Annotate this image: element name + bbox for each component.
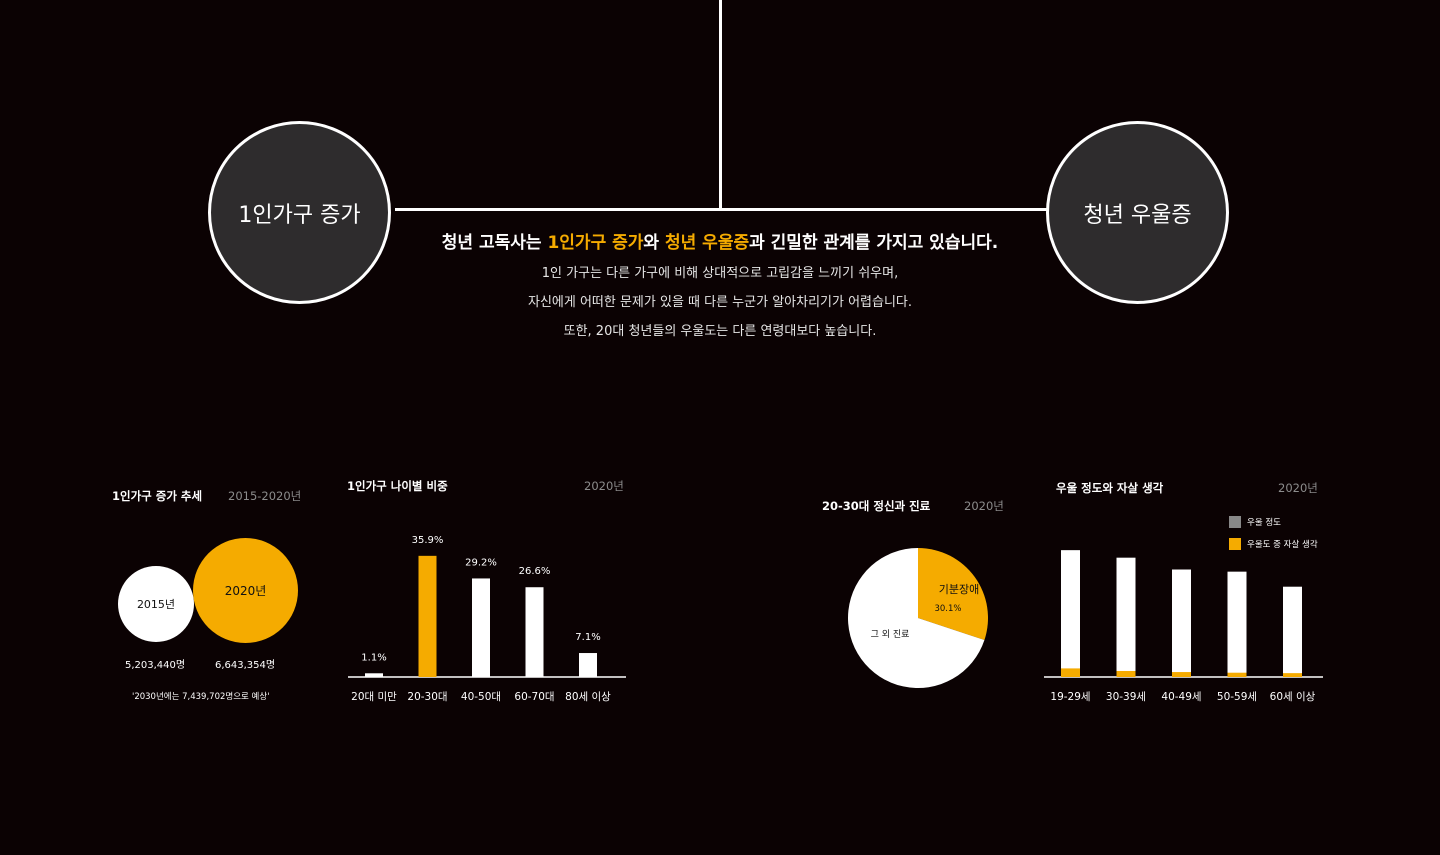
legend-label: 우울도 중 자살 생각	[1247, 539, 1318, 550]
mental-pie-chart: 기분장애 30.1% 그 외 진료	[848, 548, 988, 688]
suicidal-thought-bar	[1283, 673, 1302, 677]
age-bar-value-label: 26.6%	[519, 566, 551, 577]
suicidal-thought-bar	[1116, 670, 1136, 677]
dep-category-label: 50-59세	[1217, 691, 1257, 703]
pie-label-other: 그 외 진료	[871, 628, 910, 640]
youth-depression-circle: 청년 우울증	[1046, 121, 1229, 304]
age-category-label: 60-70대	[514, 691, 554, 703]
trend-value-2015: 5,203,440명	[125, 660, 186, 671]
age-category-label: 40-50대	[461, 691, 501, 703]
age-share-chart: 1.1% 20대 미만 35.9% 20-30대 29.2% 40-50대 26.6% 60-…	[348, 535, 626, 703]
trend-circle-2015: 2015년	[118, 566, 194, 642]
headline-part3: 과 긴밀한 관계를 가지고 있습니다.	[749, 233, 999, 253]
trend-circle-2020: 2020년	[193, 538, 298, 643]
pie-slice	[848, 548, 985, 688]
age-share-year: 2020년	[584, 479, 624, 493]
age-bar-value-label: 1.1%	[361, 652, 386, 663]
mental-title: 20-30대 정신과 진료	[822, 499, 931, 513]
depression-title: 우울 정도와 자살 생각	[1056, 481, 1164, 495]
headline-highlight-2: 청년 우울증	[664, 233, 750, 253]
depression-bar	[1116, 557, 1136, 677]
age-bar	[579, 653, 597, 677]
mental-year: 2020년	[964, 499, 1004, 513]
description-line-3: 또한, 20대 청년들의 우울도는 다른 연령대보다 높습니다.	[563, 324, 877, 339]
suicidal-thought-bar	[1227, 672, 1247, 677]
pie-slice	[918, 548, 988, 641]
trend-year-range: 2015-2020년	[228, 489, 302, 503]
trend-value-2020: 6,643,354명	[215, 660, 276, 671]
suicidal-thought-bar	[1172, 672, 1191, 677]
headline-part1: 청년 고독사는	[441, 233, 548, 253]
headline-highlight-1: 1인가구 증가	[547, 233, 644, 253]
legend-swatch	[1229, 538, 1241, 550]
description-line-2: 자신에게 어떠한 문제가 있을 때 다른 누군가 알아차리기가 어렵습니다.	[527, 295, 913, 310]
age-bar	[472, 578, 490, 677]
legend-label: 우울 정도	[1247, 517, 1281, 528]
vertical-connector-line	[719, 0, 722, 210]
age-category-label: 20대 미만	[351, 691, 397, 703]
horizontal-connector-line	[395, 208, 1047, 211]
description-line-1: 1인 가구는 다른 가구에 비해 상대적으로 고립감을 느끼기 쉬우며,	[541, 266, 899, 281]
dep-category-label: 19-29세	[1050, 691, 1090, 703]
dep-category-label: 30-39세	[1106, 691, 1146, 703]
legend-swatch	[1229, 516, 1241, 528]
trend-circle-2020-label: 2020년	[224, 584, 267, 598]
age-bar	[418, 555, 437, 677]
trend-title: 1인가구 증가 추세	[112, 489, 203, 503]
depression-bar	[1227, 571, 1247, 677]
age-category-label: 20-30대	[407, 691, 447, 703]
age-bar-value-label: 29.2%	[465, 557, 497, 568]
dep-category-label: 40-49세	[1161, 691, 1201, 703]
age-category-label: 80세 이상	[565, 691, 611, 703]
single-household-circle-label: 1인가구 증가	[238, 202, 361, 228]
headline-part2: 와	[643, 233, 665, 253]
depression-bar	[1061, 550, 1080, 677]
pie-label-mood-disorder: 기분장애	[939, 583, 979, 596]
depression-bar	[1283, 586, 1302, 677]
age-bar-value-label: 35.9%	[412, 535, 444, 546]
dep-category-label: 60세 이상	[1270, 691, 1316, 703]
age-bar-value-label: 7.1%	[575, 632, 600, 643]
suicidal-thought-bar	[1061, 668, 1080, 677]
youth-depression-circle-label: 청년 우울증	[1083, 202, 1192, 228]
trend-circle-2015-label: 2015년	[136, 598, 176, 611]
age-bar	[525, 587, 544, 677]
age-bar	[365, 673, 383, 677]
depression-bar	[1172, 569, 1191, 677]
trend-note: '2030년에는 7,439,702명으로 예상'	[132, 692, 270, 702]
pie-value-mood-disorder: 30.1%	[934, 604, 961, 614]
age-share-title: 1인가구 나이별 비중	[347, 479, 448, 493]
headline: 청년 고독사는 1인가구 증가와 청년 우울증과 긴밀한 관계를 가지고 있습니…	[300, 228, 1140, 253]
single-household-circle: 1인가구 증가	[208, 121, 391, 304]
depression-year: 2020년	[1278, 481, 1318, 495]
